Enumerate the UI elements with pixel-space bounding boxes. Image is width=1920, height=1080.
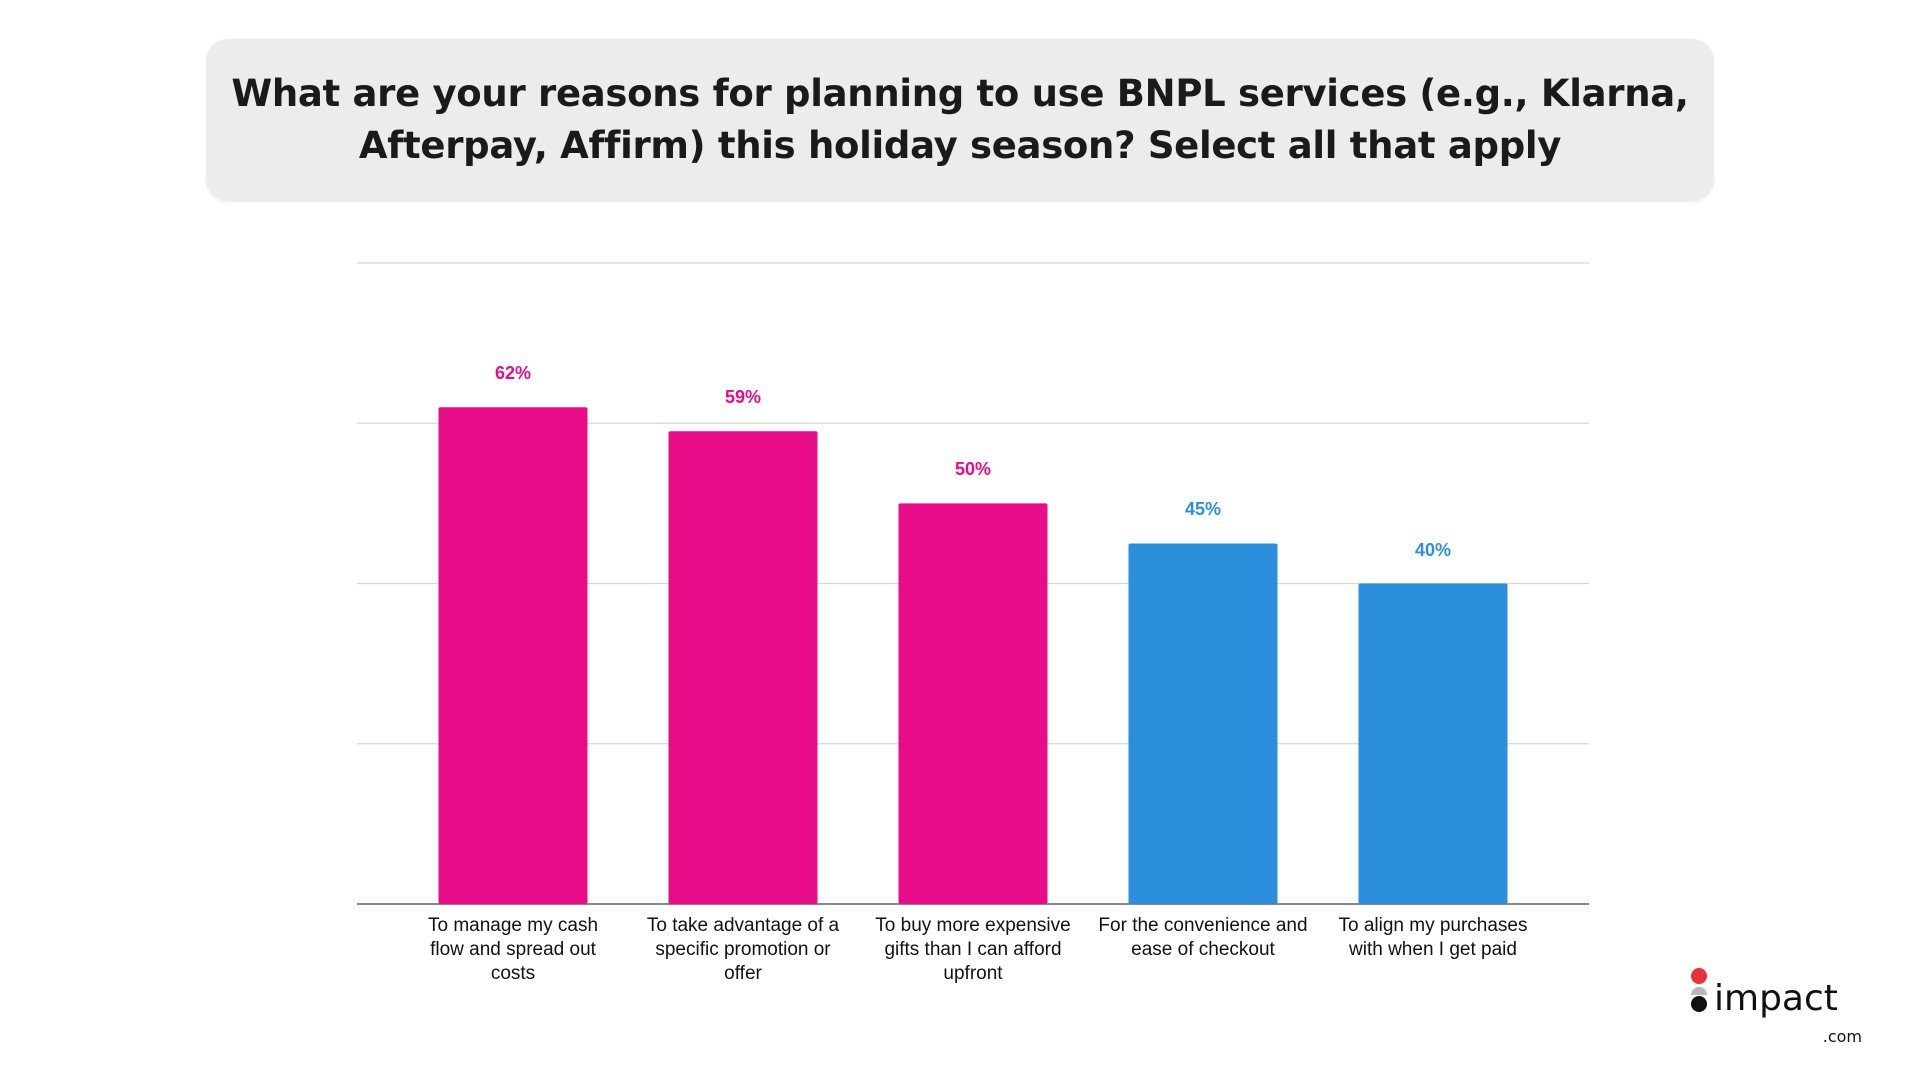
bar <box>438 407 588 904</box>
impact-logo: impact .com <box>1690 962 1870 1048</box>
bar <box>668 431 818 904</box>
category-label: To align my purchases with when I get pa… <box>1338 915 1528 960</box>
category-label: To buy more expensive gifts than I can a… <box>875 915 1071 984</box>
logo-suffix: .com <box>1823 1027 1862 1046</box>
category-label: To take advantage of a specific promotio… <box>646 915 840 984</box>
data-label: 59% <box>724 387 762 408</box>
data-label: 45% <box>1184 499 1222 520</box>
chart-title: What are your reasons for planning to us… <box>231 72 1689 167</box>
logo-dots-icon: impact .com <box>1691 968 1862 1046</box>
bar <box>898 503 1048 904</box>
data-label: 40% <box>1414 539 1452 560</box>
title-banner: What are your reasons for planning to us… <box>206 39 1714 201</box>
category-label: For the convenience and ease of checkout <box>1098 915 1308 960</box>
data-label: 62% <box>494 363 532 384</box>
data-label: 50% <box>954 459 992 480</box>
bar <box>1128 543 1278 904</box>
category-label: To manage my cash flow and spread out co… <box>427 915 599 984</box>
bar <box>1358 583 1508 904</box>
logo-wordmark: impact <box>1714 978 1838 1019</box>
